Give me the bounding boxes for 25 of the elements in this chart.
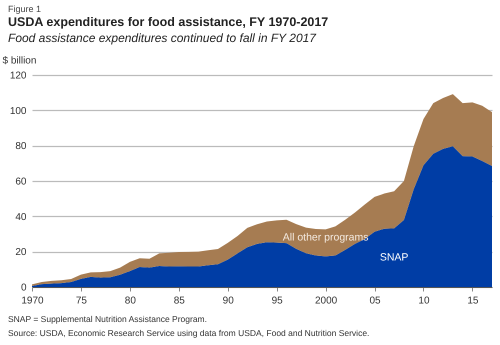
x-tick-label: 75 <box>76 296 88 306</box>
x-tick-label: 90 <box>222 296 234 306</box>
chart-title: USDA expenditures for food assistance, FY 1970-2017 <box>8 15 328 29</box>
y-axis-title: $ billion <box>2 56 36 66</box>
y-tick-label: 120 <box>10 70 27 82</box>
x-tick-label: 95 <box>272 296 284 306</box>
y-tick-label: 60 <box>15 176 27 188</box>
x-tick-label: 1970 <box>21 296 44 306</box>
x-tick-label: 2000 <box>314 296 338 306</box>
series-label: All other programs <box>282 232 369 244</box>
y-tick-label: 80 <box>15 141 27 152</box>
source-note: Source: USDA, Economic Research Service using data from USDA, Food and Nutrition Service. <box>8 328 370 338</box>
x-tick-label: 80 <box>124 296 136 306</box>
y-tick-label: 0 <box>20 282 27 294</box>
chart-subtitle: Food assistance expenditures continued to fall in FY 2017 <box>8 31 316 45</box>
y-tick-label: 100 <box>10 106 27 117</box>
x-tick-label: 15 <box>467 296 479 306</box>
y-tick-label: 40 <box>15 212 27 223</box>
text: SNAP = Supplemental Nutrition Assistance Program. <box>8 314 207 324</box>
x-tick-label: 05 <box>369 296 382 306</box>
caption: Figure 1 <box>8 4 42 14</box>
x-tick-label: 10 <box>418 296 430 306</box>
x-tick-label: 85 <box>174 296 186 306</box>
y-tick-label: 20 <box>15 247 27 258</box>
series-label: SNAP <box>380 252 408 264</box>
